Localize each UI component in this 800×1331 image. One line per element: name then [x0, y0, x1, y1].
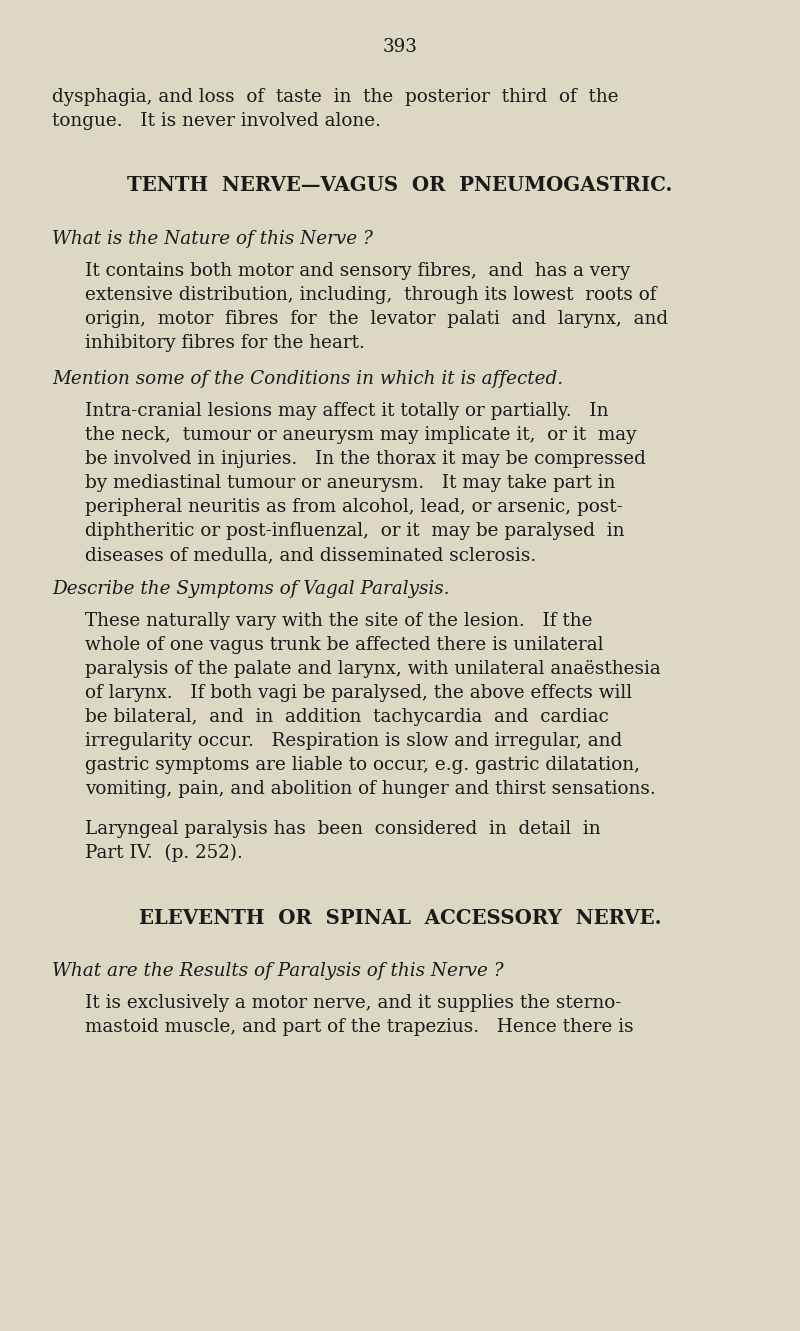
Text: diphtheritic or post-influenzal,  or it  may be paralysed  in: diphtheritic or post-influenzal, or it m…: [85, 522, 625, 540]
Text: Describe the Symptoms of Vagal Paralysis.: Describe the Symptoms of Vagal Paralysis…: [52, 580, 450, 598]
Text: dysphagia, and loss  of  taste  in  the  posterior  third  of  the: dysphagia, and loss of taste in the post…: [52, 88, 618, 106]
Text: Intra-cranial lesions may affect it totally or partially.   In: Intra-cranial lesions may affect it tota…: [85, 402, 609, 421]
Text: vomiting, pain, and abolition of hunger and thirst sensations.: vomiting, pain, and abolition of hunger …: [85, 780, 656, 799]
Text: These naturally vary with the site of the lesion.   If the: These naturally vary with the site of th…: [85, 612, 593, 630]
Text: Part IV.  (p. 252).: Part IV. (p. 252).: [85, 844, 243, 862]
Text: of larynx.   If both vagi be paralysed, the above effects will: of larynx. If both vagi be paralysed, th…: [85, 684, 632, 701]
Text: ELEVENTH  OR  SPINAL  ACCESSORY  NERVE.: ELEVENTH OR SPINAL ACCESSORY NERVE.: [138, 908, 662, 928]
Text: tongue.   It is never involved alone.: tongue. It is never involved alone.: [52, 112, 381, 130]
Text: paralysis of the palate and larynx, with unilateral anaësthesia: paralysis of the palate and larynx, with…: [85, 660, 661, 677]
Text: TENTH  NERVE—VAGUS  OR  PNEUMOGASTRIC.: TENTH NERVE—VAGUS OR PNEUMOGASTRIC.: [127, 174, 673, 196]
Text: diseases of medulla, and disseminated sclerosis.: diseases of medulla, and disseminated sc…: [85, 546, 536, 564]
Text: be involved in injuries.   In the thorax it may be compressed: be involved in injuries. In the thorax i…: [85, 450, 646, 469]
Text: gastric symptoms are liable to occur, e.g. gastric dilatation,: gastric symptoms are liable to occur, e.…: [85, 756, 640, 775]
Text: Mention some of the Conditions in which it is affected.: Mention some of the Conditions in which …: [52, 370, 563, 389]
Text: whole of one vagus trunk be affected there is unilateral: whole of one vagus trunk be affected the…: [85, 636, 603, 654]
Text: origin,  motor  fibres  for  the  levator  palati  and  larynx,  and: origin, motor fibres for the levator pal…: [85, 310, 668, 327]
Text: extensive distribution, including,  through its lowest  roots of: extensive distribution, including, throu…: [85, 286, 657, 303]
Text: the neck,  tumour or aneurysm may implicate it,  or it  may: the neck, tumour or aneurysm may implica…: [85, 426, 637, 445]
Text: Laryngeal paralysis has  been  considered  in  detail  in: Laryngeal paralysis has been considered …: [85, 820, 601, 839]
Text: irregularity occur.   Respiration is slow and irregular, and: irregularity occur. Respiration is slow …: [85, 732, 622, 749]
Text: mastoid muscle, and part of the trapezius.   Hence there is: mastoid muscle, and part of the trapeziu…: [85, 1018, 634, 1036]
Text: inhibitory fibres for the heart.: inhibitory fibres for the heart.: [85, 334, 365, 351]
Text: It contains both motor and sensory fibres,  and  has a very: It contains both motor and sensory fibre…: [85, 262, 630, 280]
Text: What are the Results of Paralysis of this Nerve ?: What are the Results of Paralysis of thi…: [52, 962, 504, 980]
Text: What is the Nature of this Nerve ?: What is the Nature of this Nerve ?: [52, 230, 373, 248]
Text: It is exclusively a motor nerve, and it supplies the sterno-: It is exclusively a motor nerve, and it …: [85, 994, 622, 1012]
Text: be bilateral,  and  in  addition  tachycardia  and  cardiac: be bilateral, and in addition tachycardi…: [85, 708, 609, 725]
Text: peripheral neuritis as from alcohol, lead, or arsenic, post-: peripheral neuritis as from alcohol, lea…: [85, 498, 622, 516]
Text: 393: 393: [382, 39, 418, 56]
Text: by mediastinal tumour or aneurysm.   It may take part in: by mediastinal tumour or aneurysm. It ma…: [85, 474, 615, 492]
